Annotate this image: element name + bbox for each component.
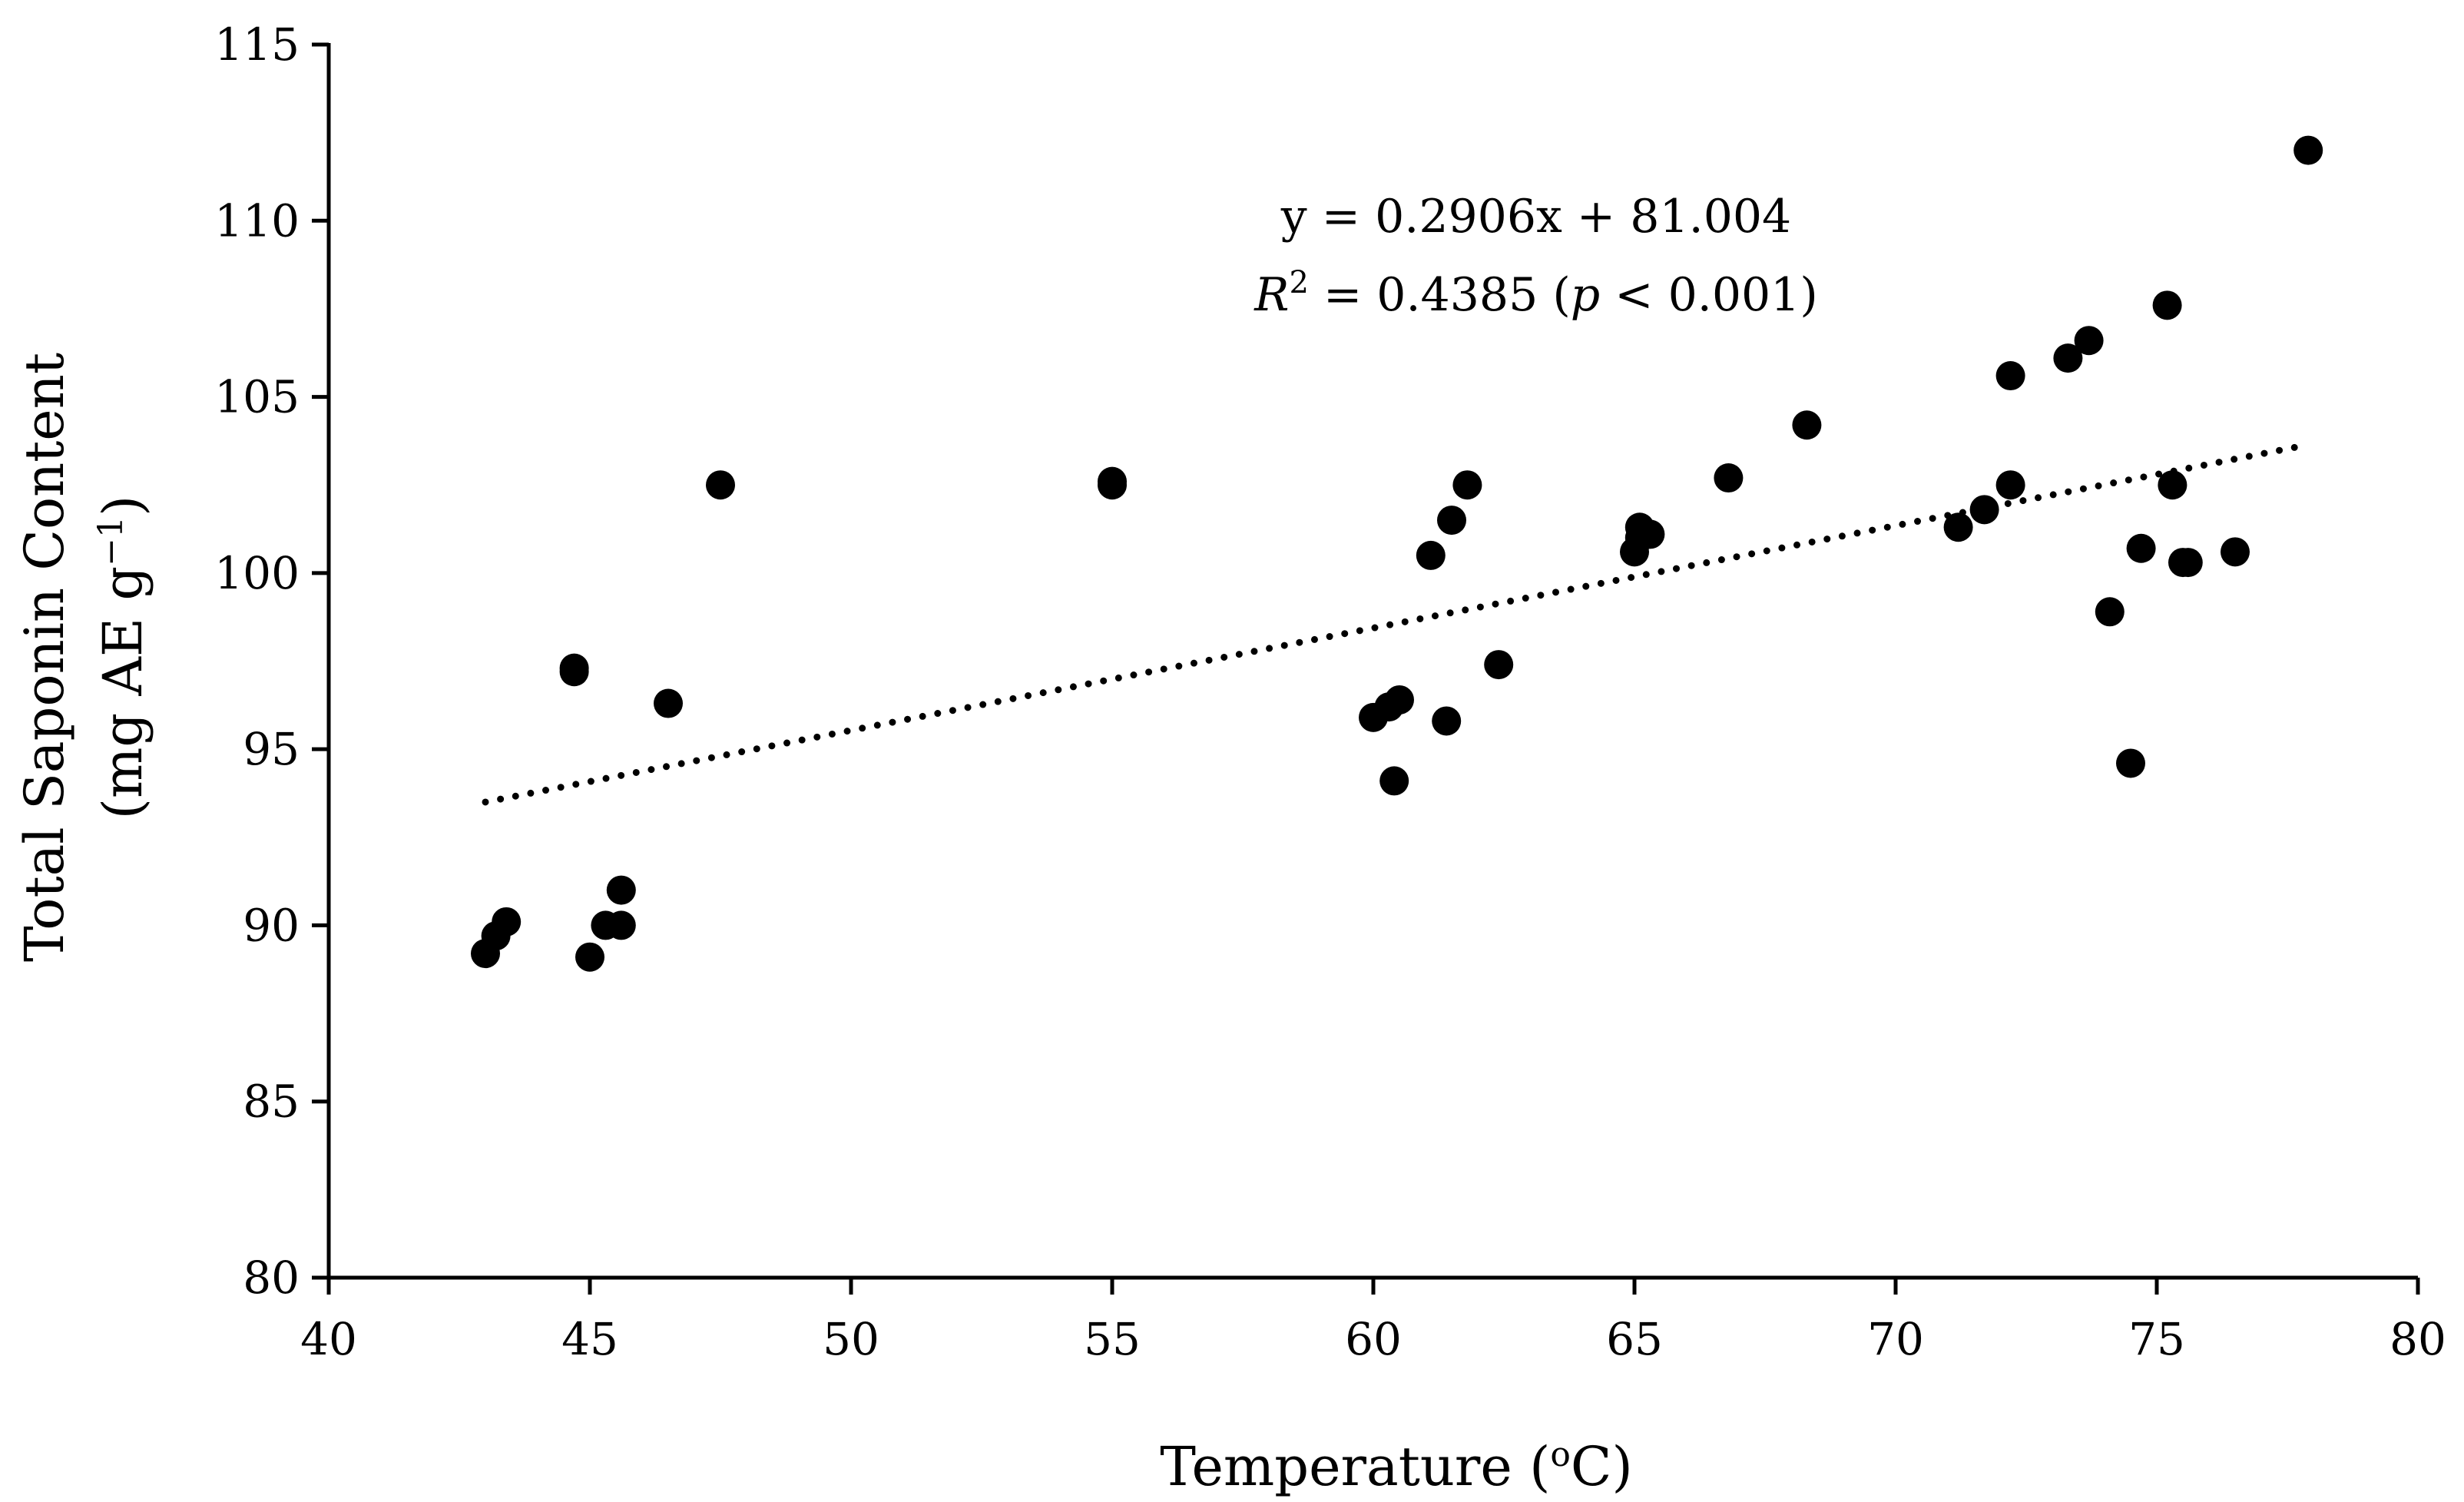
x-tick-label: 40 — [300, 1313, 357, 1365]
data-point — [706, 470, 735, 500]
r-squared-label: R2 = 0.4385 (p < 0.001) — [1254, 265, 1818, 322]
p-symbol: p — [1571, 268, 1600, 322]
y-tick-label: 105 — [214, 371, 300, 423]
data-point — [1943, 512, 1973, 542]
data-point — [2116, 748, 2145, 778]
data-point — [1379, 766, 1409, 796]
data-point — [2158, 470, 2187, 500]
data-point — [1432, 706, 1462, 736]
y-tick-label: 90 — [243, 899, 300, 951]
y-tick-label: 110 — [214, 194, 300, 247]
x-tick-label: 75 — [2128, 1313, 2185, 1365]
y-tick-label: 85 — [243, 1076, 300, 1128]
x-tick-label: 70 — [1867, 1313, 1924, 1365]
data-point — [2152, 290, 2182, 320]
data-point — [606, 875, 636, 905]
y-tick-label: 80 — [243, 1252, 300, 1304]
data-point — [1416, 540, 1446, 570]
x-tick-label: 80 — [2389, 1313, 2446, 1365]
data-point — [1714, 463, 1744, 493]
data-point — [1792, 410, 1822, 440]
data-point — [1995, 361, 2025, 391]
data-point — [559, 653, 589, 683]
data-point — [2221, 537, 2250, 567]
data-point — [1437, 506, 1466, 535]
y-axis-title-line1: Total Saponin Content — [13, 353, 76, 962]
y-axis-title-line2: (mg AE g−1) — [91, 496, 155, 820]
r-squared-exponent: 2 — [1289, 265, 1308, 300]
trendline-equation: y = 0.2906x + 81.004 — [1280, 190, 1791, 244]
x-tick-label: 65 — [1606, 1313, 1663, 1365]
y-axis-unit-pre: (mg AE g — [91, 566, 154, 819]
data-point — [654, 688, 683, 718]
x-tick-label: 45 — [561, 1313, 618, 1365]
trendline-group — [482, 441, 2312, 806]
r-squared-value: = 0.4385 ( — [1309, 268, 1571, 322]
x-ticks: 40 45 50 55 60 65 70 75 80 — [300, 1278, 2446, 1365]
x-tick-label: 50 — [823, 1313, 879, 1365]
trendline — [482, 441, 2312, 806]
data-point — [492, 907, 522, 937]
data-point — [1635, 519, 1665, 549]
data-point — [575, 942, 604, 972]
data-point — [1969, 495, 1999, 525]
x-axis-title-sup: o — [1550, 1435, 1571, 1474]
data-point — [1995, 470, 2025, 500]
data-point — [2173, 548, 2203, 578]
data-points — [471, 135, 2323, 972]
data-point — [1452, 470, 1482, 500]
x-tick-label: 60 — [1345, 1313, 1402, 1365]
y-tick-label: 95 — [243, 723, 300, 775]
data-point — [1098, 470, 1127, 500]
y-ticks: 80 85 90 95 100 105 110 115 — [214, 18, 329, 1304]
data-point — [2126, 533, 2156, 563]
data-point — [1484, 650, 1514, 680]
r-symbol: R — [1254, 268, 1289, 322]
data-point — [606, 910, 636, 940]
x-axis-title: Temperature (oC) — [1160, 1435, 1633, 1499]
y-tick-label: 100 — [214, 547, 300, 599]
data-point — [1385, 685, 1414, 715]
x-tick-label: 55 — [1084, 1313, 1141, 1365]
x-axis-title-pre: Temperature ( — [1160, 1435, 1550, 1498]
x-axis-title-post: C) — [1571, 1435, 1633, 1498]
y-tick-label: 115 — [214, 18, 300, 71]
p-value: < 0.001) — [1600, 268, 1818, 322]
data-point — [2074, 326, 2104, 356]
y-axis-unit-sup: −1 — [91, 516, 131, 566]
data-point — [2053, 343, 2083, 373]
data-point — [2095, 597, 2125, 627]
y-axis-unit-post: ) — [91, 496, 154, 516]
data-point — [2293, 135, 2323, 165]
